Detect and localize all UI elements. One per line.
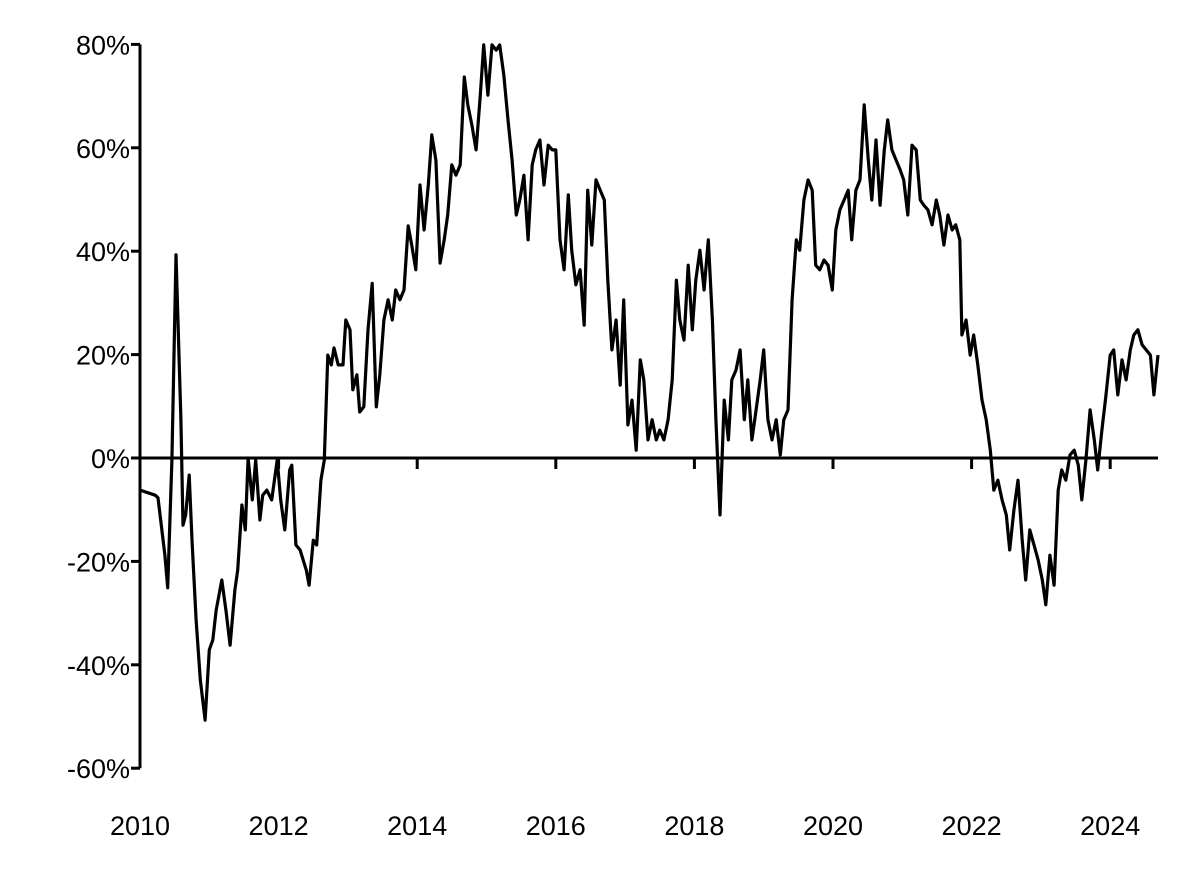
x-tick-label: 2020	[803, 811, 863, 841]
y-tick-label: 80%	[76, 30, 130, 60]
x-tick-label: 2010	[110, 811, 170, 841]
x-tick-label: 2022	[942, 811, 1002, 841]
y-tick-label: 60%	[76, 134, 130, 164]
x-tick-label: 2012	[249, 811, 309, 841]
y-tick-label: -40%	[67, 651, 130, 681]
x-axis-ticks: 2010 2012 2014 2016 2018 2020 2022 2024	[110, 458, 1140, 841]
y-axis-ticks: 80% 60% 40% 20% 0% -20% -40% -60%	[67, 30, 140, 784]
x-tick-label: 2018	[664, 811, 724, 841]
y-tick-label: 0%	[91, 444, 130, 474]
x-tick-label: 2024	[1080, 811, 1140, 841]
y-tick-label: 20%	[76, 341, 130, 371]
x-tick-label: 2016	[526, 811, 586, 841]
y-tick-label: -60%	[67, 754, 130, 784]
y-tick-label: 40%	[76, 237, 130, 267]
series-line	[139, 43, 1160, 722]
x-tick-label: 2014	[387, 811, 447, 841]
y-tick-label: -20%	[67, 547, 130, 577]
